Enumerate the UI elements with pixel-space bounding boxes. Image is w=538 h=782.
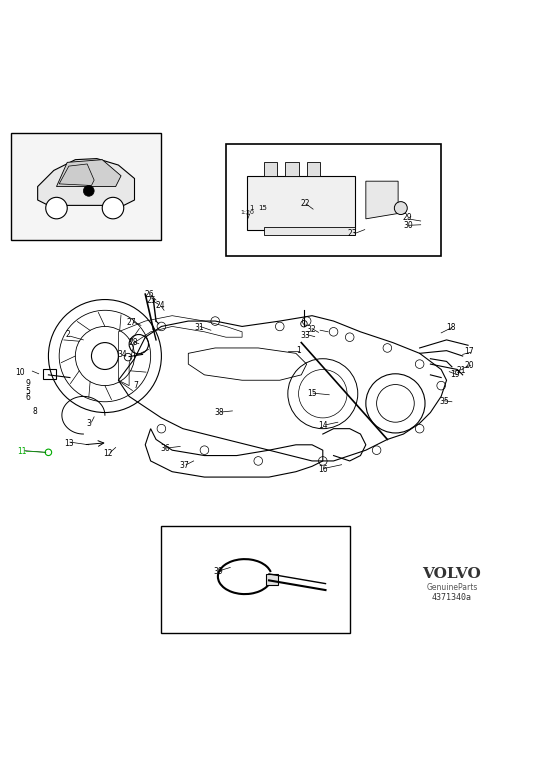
Text: 13: 13: [64, 439, 74, 448]
Text: 21: 21: [457, 366, 466, 375]
Text: 26: 26: [145, 289, 154, 299]
Circle shape: [102, 197, 124, 219]
Circle shape: [46, 197, 67, 219]
Text: 9: 9: [25, 379, 31, 388]
Text: 25: 25: [147, 296, 157, 305]
Text: 15: 15: [258, 205, 267, 211]
Text: 24: 24: [155, 302, 165, 310]
Text: 8: 8: [33, 407, 37, 416]
Text: 32: 32: [306, 325, 316, 334]
Text: 4371340a: 4371340a: [432, 593, 472, 601]
Text: 14: 14: [318, 421, 328, 430]
Text: 10: 10: [16, 368, 25, 377]
Text: 1: 1: [296, 346, 301, 355]
Text: 37: 37: [179, 461, 189, 470]
Bar: [266, 574, 278, 585]
Text: 38: 38: [215, 408, 224, 417]
Text: 36: 36: [161, 444, 171, 453]
Text: 39: 39: [213, 567, 223, 576]
Bar: [226, 144, 441, 256]
Text: 18: 18: [446, 323, 456, 332]
Bar: [11, 133, 161, 240]
Text: 29: 29: [403, 213, 413, 222]
Text: 6: 6: [25, 393, 31, 403]
Text: 31: 31: [194, 323, 204, 332]
Polygon shape: [38, 159, 134, 206]
Text: 12: 12: [103, 449, 112, 458]
Text: VOLVO: VOLVO: [422, 567, 482, 581]
Text: GenuineParts: GenuineParts: [426, 583, 478, 592]
Bar: [285, 163, 299, 176]
Text: 5: 5: [25, 386, 31, 396]
Text: 17: 17: [464, 346, 474, 356]
Bar: [264, 163, 277, 176]
Polygon shape: [366, 181, 398, 219]
Text: 3: 3: [86, 419, 91, 428]
Text: 27: 27: [127, 317, 137, 327]
Text: 33: 33: [301, 331, 310, 339]
Circle shape: [83, 185, 94, 196]
Text: 7: 7: [245, 213, 250, 220]
Text: 28: 28: [129, 338, 138, 347]
Polygon shape: [56, 160, 121, 187]
Text: 1:20: 1:20: [240, 210, 254, 215]
Bar: [43, 369, 56, 378]
Circle shape: [394, 202, 407, 214]
Polygon shape: [59, 164, 94, 185]
Text: 15: 15: [307, 389, 317, 398]
Text: 2: 2: [66, 330, 70, 339]
Text: 16: 16: [318, 465, 328, 474]
Text: 30: 30: [403, 221, 413, 230]
Text: 23: 23: [348, 229, 357, 239]
Text: 22: 22: [301, 199, 310, 208]
Text: 7: 7: [133, 381, 138, 390]
Bar: [161, 526, 350, 633]
Bar: [307, 163, 320, 176]
Text: 34: 34: [118, 350, 128, 359]
Text: 35: 35: [439, 397, 449, 407]
Polygon shape: [264, 227, 355, 235]
Text: 20: 20: [464, 361, 474, 370]
Bar: [247, 176, 355, 230]
Text: 19: 19: [450, 371, 459, 379]
Text: 11: 11: [17, 447, 26, 456]
Text: 1: 1: [250, 205, 254, 211]
